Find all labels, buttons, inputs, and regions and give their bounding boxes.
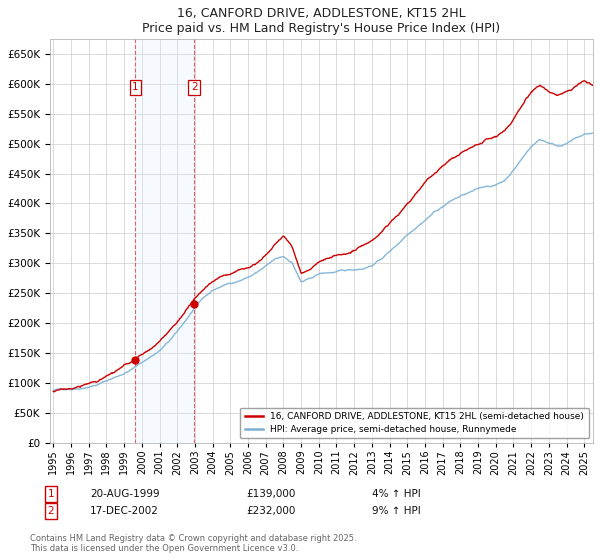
Text: 9% ↑ HPI: 9% ↑ HPI xyxy=(372,506,421,516)
Text: 1: 1 xyxy=(132,82,139,92)
Text: 2: 2 xyxy=(47,506,55,516)
Title: 16, CANFORD DRIVE, ADDLESTONE, KT15 2HL
Price paid vs. HM Land Registry's House : 16, CANFORD DRIVE, ADDLESTONE, KT15 2HL … xyxy=(142,7,500,35)
Bar xyxy=(136,39,194,443)
Legend: 16, CANFORD DRIVE, ADDLESTONE, KT15 2HL (semi-detached house), HPI: Average pric: 16, CANFORD DRIVE, ADDLESTONE, KT15 2HL … xyxy=(241,408,589,438)
Text: 4% ↑ HPI: 4% ↑ HPI xyxy=(372,489,421,499)
Text: Contains HM Land Registry data © Crown copyright and database right 2025.
This d: Contains HM Land Registry data © Crown c… xyxy=(30,534,356,553)
Text: 17-DEC-2002: 17-DEC-2002 xyxy=(90,506,159,516)
Text: £232,000: £232,000 xyxy=(246,506,295,516)
Text: 20-AUG-1999: 20-AUG-1999 xyxy=(90,489,160,499)
Text: £139,000: £139,000 xyxy=(246,489,295,499)
Text: 1: 1 xyxy=(47,489,55,499)
Text: 2: 2 xyxy=(191,82,197,92)
